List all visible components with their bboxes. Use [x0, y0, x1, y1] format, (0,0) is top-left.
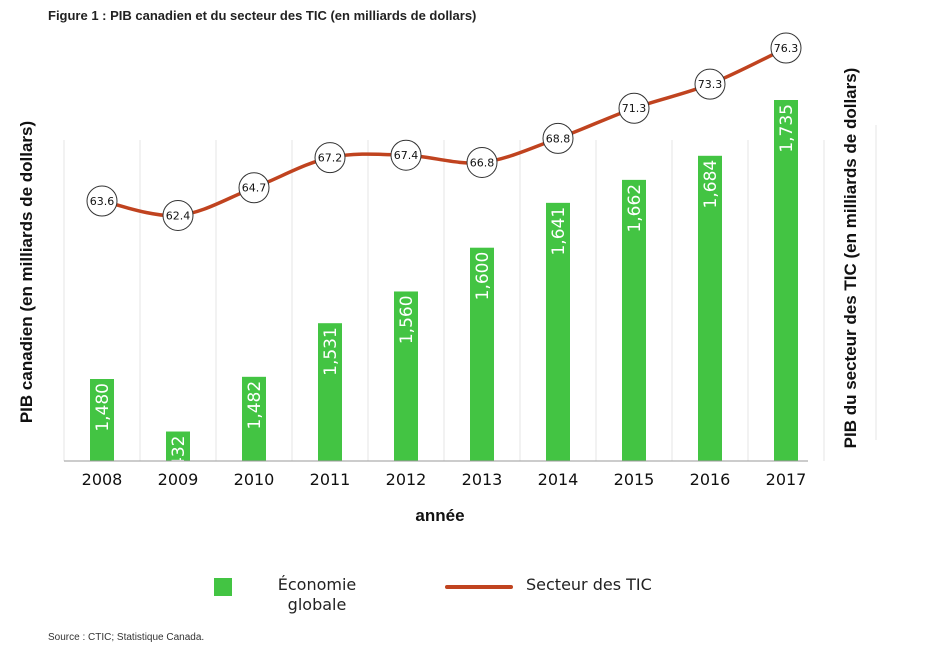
- line-label-2017: 76.3: [774, 42, 799, 55]
- bar-label-2008: 1,480: [93, 383, 113, 432]
- x-tick-label-2010: 2010: [234, 470, 275, 489]
- line-label-2013: 66.8: [470, 156, 495, 169]
- bar-label-2017: 1,735: [777, 104, 797, 153]
- line-point-2017: [770, 32, 802, 64]
- line-label-2012: 67.4: [394, 149, 419, 162]
- line-label-2008: 63.6: [90, 195, 115, 208]
- x-tick-label-2012: 2012: [386, 470, 427, 489]
- line-label-2015: 71.3: [622, 102, 647, 115]
- line-label-2011: 67.2: [318, 152, 343, 165]
- bar-2013: [470, 247, 494, 461]
- x-tick-label-2008: 2008: [82, 470, 123, 489]
- bar-label-2014: 1,641: [549, 207, 569, 256]
- x-tick-label-2014: 2014: [538, 470, 579, 489]
- legend-bar-label: Économie globale: [262, 575, 372, 615]
- bar-2014: [546, 202, 570, 462]
- bar-2011: [318, 323, 342, 461]
- line-point-2012: [390, 139, 422, 171]
- line-point-2010: [238, 172, 270, 204]
- x-tick-label-2011: 2011: [310, 470, 351, 489]
- x-tick-label-2015: 2015: [614, 470, 655, 489]
- x-tick-label-2013: 2013: [462, 470, 503, 489]
- x-tick-label-2016: 2016: [690, 470, 731, 489]
- source-note: Source : CTIC; Statistique Canada.: [48, 632, 205, 643]
- bar-label-2016: 1,684: [701, 160, 721, 209]
- legend-bar-swatch: [214, 578, 232, 596]
- bar-2009: [166, 431, 190, 461]
- bar-2010: [242, 376, 266, 461]
- legend-bar-label-line1: Économie: [277, 575, 357, 594]
- bar-2008: [90, 379, 114, 461]
- bar-2012: [394, 291, 418, 461]
- y-axis-label-right: PIB du secteur des TIC (en milliards de …: [841, 68, 860, 449]
- line-point-2015: [618, 92, 650, 124]
- x-axis-label: année: [415, 506, 464, 525]
- bar-2015: [622, 179, 646, 461]
- x-tick-label-2017: 2017: [766, 470, 807, 489]
- line-point-2008: [86, 185, 118, 217]
- bar-label-2010: 1,482: [245, 381, 265, 430]
- line-point-2011: [314, 142, 346, 174]
- bar-2016: [698, 155, 722, 462]
- ict-line: [100, 46, 788, 218]
- y-axis-label-left: PIB canadien (en milliards de dollars): [17, 121, 36, 423]
- legend-bar-label-line2: globale: [287, 595, 347, 614]
- x-tick-label-2009: 2009: [158, 470, 199, 489]
- line-point-2016: [694, 68, 726, 100]
- legend-line-label: Secteur des TIC: [526, 575, 652, 594]
- figure-title: Figure 1 : PIB canadien et du secteur de…: [48, 8, 477, 23]
- line-point-2014: [542, 122, 574, 154]
- line-label-2009: 62.4: [166, 209, 191, 222]
- line-label-2010: 64.7: [242, 182, 267, 195]
- line-label-2016: 73.3: [698, 78, 723, 91]
- bar-label-2012: 1,560: [397, 295, 417, 344]
- bar-label-2015: 1,662: [625, 184, 645, 233]
- x-axis: 2008 2009 2010 2011 2012 2013 2014 2015 2016 2017: [64, 460, 808, 489]
- line-label-2014: 68.8: [546, 132, 571, 145]
- legend-line-swatch: [445, 585, 513, 589]
- bar-label-2013: 1,600: [473, 252, 493, 301]
- line-layer: 63.6 62.4 64.7 67.2 67.4 66.8 68.8 71.3 73.3 76.3: [86, 32, 802, 231]
- bar-label-2011: 1,531: [321, 327, 341, 376]
- line-point-2009: [162, 199, 194, 231]
- line-point-2013: [466, 146, 498, 178]
- bar-label-2009: 1,432: [169, 436, 189, 485]
- bar-2017: [774, 100, 798, 461]
- bars: 1,480 1,432 1,482 1,531 1,560 1,600 1,641 1,662…: [90, 100, 798, 484]
- grid: [63, 125, 877, 461]
